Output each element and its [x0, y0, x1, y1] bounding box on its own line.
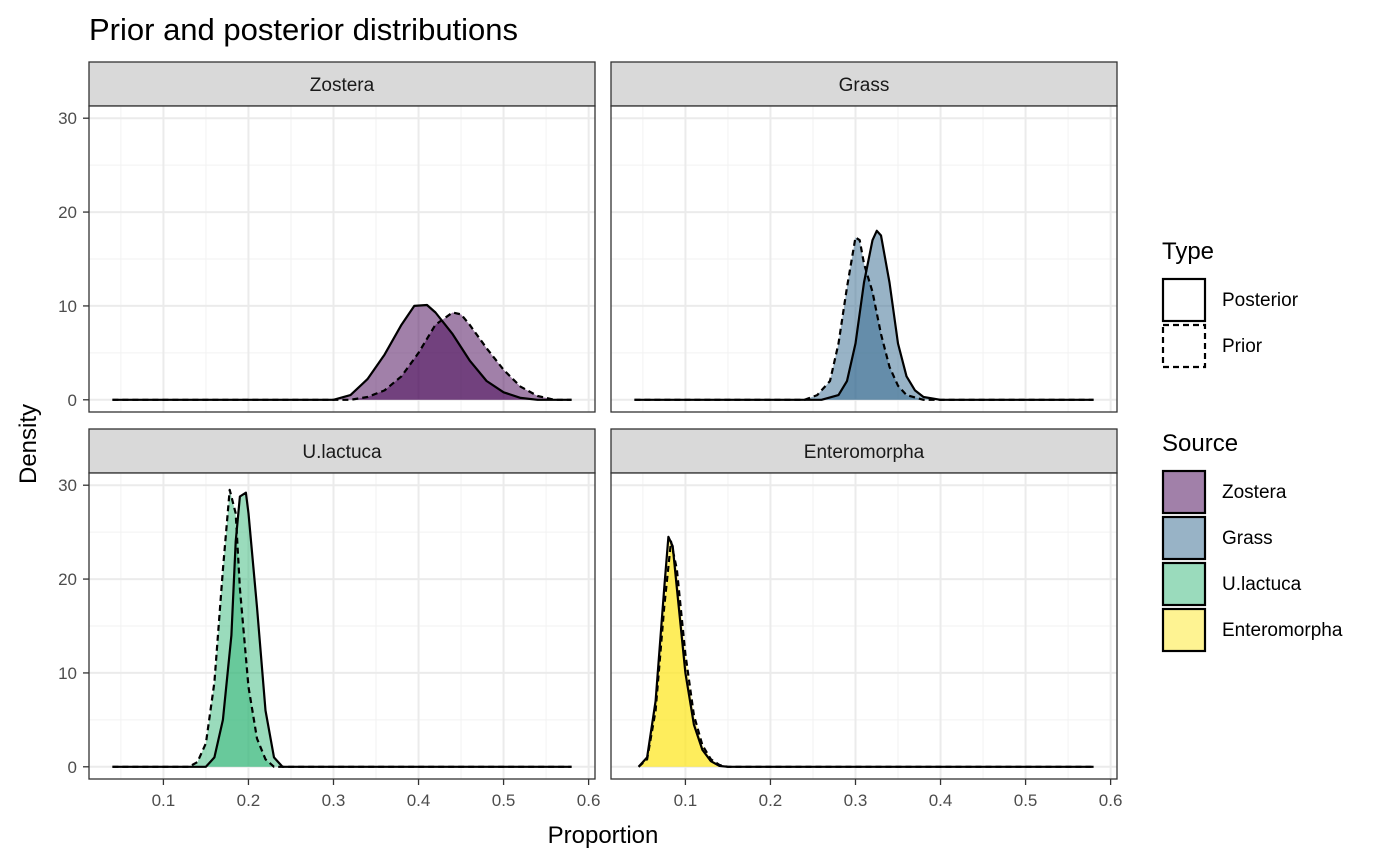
facet-strip-label: Grass — [839, 75, 890, 96]
x-tick-label: 0.6 — [577, 791, 601, 810]
y-tick-label: 0 — [68, 758, 77, 777]
legend-title-type: Type — [1162, 238, 1214, 265]
legend-key-zostera — [1161, 469, 1207, 515]
panel-border — [610, 105, 1118, 413]
legend-key-enteromorpha — [1161, 607, 1207, 653]
panel-border — [610, 472, 1118, 780]
y-tick-label: 30 — [58, 109, 77, 128]
density-area-prior — [112, 489, 572, 767]
legend-label-u-lactuca: U.lactuca — [1222, 574, 1302, 595]
x-tick-label: 0.3 — [844, 791, 868, 810]
x-tick-label: 0.2 — [237, 791, 261, 810]
y-tick-label: 0 — [68, 391, 77, 410]
facet-strip-u-lactuca — [88, 428, 596, 474]
facet-panels: Zostera 0 10 20 30 Grass U.lactuca 0 10 20 30 0.1 0.… — [58, 61, 1123, 810]
panel-border — [88, 105, 596, 413]
x-tick-label: 0.3 — [322, 791, 346, 810]
density-line-posterior — [634, 229, 1094, 401]
x-tick-label: 0.1 — [152, 791, 176, 810]
density-line-prior — [112, 488, 572, 768]
density-area-prior — [112, 312, 572, 400]
y-tick-label: 20 — [58, 570, 77, 589]
x-tick-label: 0.1 — [674, 791, 698, 810]
y-tick-label: 20 — [58, 203, 77, 222]
density-area-prior — [634, 237, 1094, 400]
y-tick-label: 10 — [58, 664, 77, 683]
density-line-posterior — [112, 491, 572, 768]
legend-key-prior — [1161, 323, 1207, 369]
legend: Type Posterior Prior Source Zostera Grass U.la… — [1161, 238, 1343, 653]
legend-key-u-lactuca — [1161, 561, 1207, 607]
legend-label-zostera: Zostera — [1222, 482, 1287, 503]
x-axis-title: Proportion — [548, 822, 659, 849]
y-tick-label: 30 — [58, 476, 77, 495]
x-tick-label: 0.5 — [1014, 791, 1038, 810]
facet-zostera: Zostera 0 10 20 30 — [58, 61, 596, 413]
facet-grass: Grass — [610, 61, 1118, 413]
legend-label-enteromorpha: Enteromorpha — [1222, 620, 1343, 641]
legend-title-source: Source — [1162, 430, 1238, 457]
legend-label-prior: Prior — [1222, 336, 1263, 357]
density-line-prior — [112, 311, 572, 401]
facet-enteromorpha: Enteromorpha 0.1 0.2 0.3 0.4 0.5 0.6 — [610, 428, 1123, 810]
facet-u-lactuca: U.lactuca 0 10 20 30 0.1 0.2 0.3 0.4 0.5 0.6 — [58, 428, 601, 810]
x-tick-label: 0.6 — [1099, 791, 1123, 810]
facet-strip-label: U.lactuca — [302, 442, 382, 463]
legend-label-posterior: Posterior — [1222, 290, 1299, 311]
density-line-prior — [634, 236, 1094, 401]
legend-key-grass — [1161, 515, 1207, 561]
chart-title: Prior and posterior distributions — [89, 12, 518, 47]
legend-key-posterior — [1161, 277, 1207, 323]
legend-label-grass: Grass — [1222, 528, 1273, 549]
y-axis-title: Density — [15, 404, 42, 484]
y-tick-label: 10 — [58, 297, 77, 316]
facet-strip-zostera — [88, 61, 596, 107]
x-tick-label: 0.2 — [759, 791, 783, 810]
x-tick-label: 0.4 — [929, 791, 953, 810]
facet-strip-label: Zostera — [310, 75, 375, 96]
density-line-posterior — [112, 303, 572, 401]
x-tick-label: 0.5 — [492, 791, 516, 810]
density-area-prior — [638, 541, 1094, 767]
x-tick-label: 0.4 — [407, 791, 431, 810]
panel-border — [88, 472, 596, 780]
density-line-prior — [637, 540, 1094, 768]
facet-strip-label: Enteromorpha — [804, 442, 925, 463]
